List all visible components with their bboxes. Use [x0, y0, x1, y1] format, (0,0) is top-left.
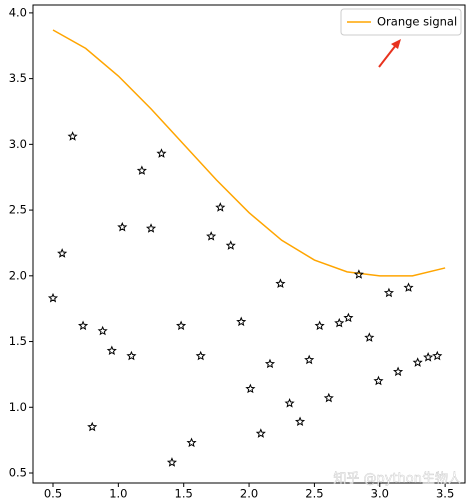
- scatter-point: [87, 421, 98, 432]
- scatter-point: [156, 148, 167, 158]
- scatter-point: [423, 352, 434, 362]
- scatter-point: [284, 398, 295, 408]
- scatter-point: [334, 317, 345, 328]
- scatter-point: [117, 221, 128, 232]
- scatter-point: [383, 287, 394, 298]
- scatter-point: [364, 332, 375, 342]
- scatter-point: [323, 392, 334, 403]
- scatter-point: [145, 223, 157, 233]
- x-tick-label: 2.0: [240, 487, 258, 501]
- plot-frame: [32, 4, 466, 484]
- x-tick-label: 3.0: [371, 487, 389, 501]
- y-tick-label: 0.5: [9, 466, 27, 480]
- scatter-point: [225, 240, 236, 250]
- scatter-point: [393, 366, 404, 377]
- y-tick-label: 3.5: [9, 71, 27, 85]
- legend-box: [340, 8, 462, 36]
- scatter-point: [126, 350, 137, 361]
- scatter-point: [206, 231, 217, 241]
- scatter-point: [97, 325, 108, 336]
- y-tick-label: 4.0: [9, 5, 27, 19]
- x-tick-label: 0.5: [44, 487, 62, 501]
- scatter-point: [106, 345, 117, 356]
- line: [52, 29, 446, 277]
- scatter-point: [236, 316, 247, 327]
- scatter-point: [295, 416, 306, 427]
- legend: Orange signal: [340, 8, 462, 36]
- scatter-point: [136, 165, 147, 175]
- scatter-point: [47, 292, 59, 303]
- scatter-point: [195, 350, 206, 361]
- x-tick-label: 2.5: [305, 487, 323, 501]
- legend-label: Orange signal: [377, 15, 457, 29]
- scatter-point: [215, 202, 226, 212]
- annotation-arrow: [378, 39, 401, 68]
- x-tick-label: 3.5: [436, 487, 454, 501]
- y-tick-label: 2.5: [9, 203, 27, 217]
- scatter-point: [343, 312, 354, 323]
- scatter-point: [275, 278, 286, 288]
- y-tick-label: 1.5: [9, 334, 27, 348]
- scatter-point: [304, 354, 315, 365]
- scatter-point: [403, 282, 414, 292]
- scatter-point: [353, 269, 364, 279]
- scatter-point: [186, 437, 197, 448]
- scatter-point: [166, 457, 177, 467]
- x-tick-label: 1.5: [175, 487, 193, 501]
- scatter-point: [432, 350, 443, 361]
- scatter-point: [78, 320, 89, 331]
- scatter-point: [255, 428, 266, 438]
- scatter-point: [57, 248, 68, 258]
- scatter-point: [412, 357, 423, 367]
- scatter-point: [245, 383, 256, 394]
- watermark: 知乎 @python生物人: [333, 471, 461, 487]
- scatter-point: [67, 131, 78, 141]
- y-tick-label: 1.0: [9, 400, 27, 414]
- y-tick-label: 3.0: [9, 137, 27, 151]
- scatter-point: [314, 320, 325, 331]
- scatter-point: [264, 358, 276, 369]
- x-tick-label: 1.0: [109, 487, 127, 501]
- scatter-point: [176, 320, 187, 331]
- scatter-point: [373, 375, 384, 386]
- y-tick-label: 2.0: [9, 268, 27, 282]
